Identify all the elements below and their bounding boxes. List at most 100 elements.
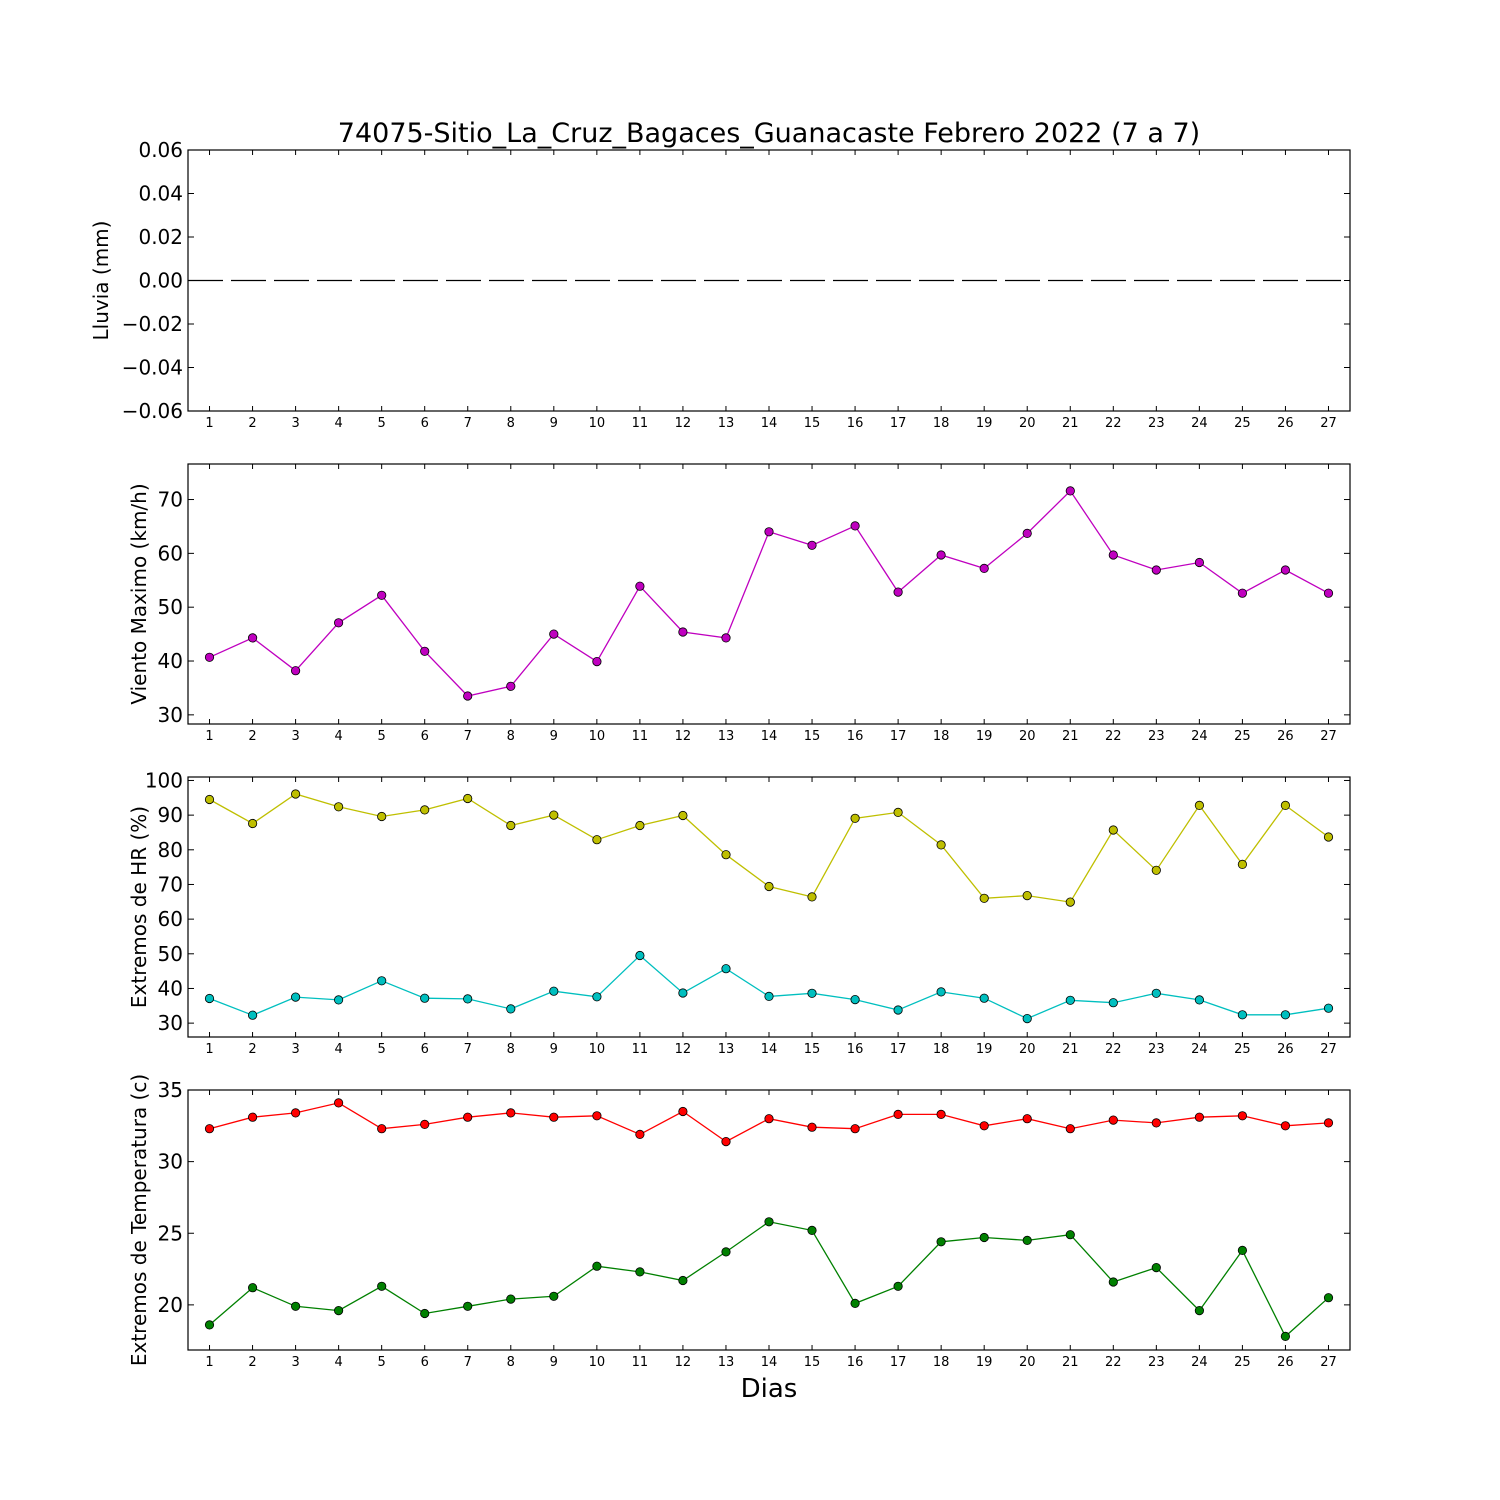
y-tick-label: 0.02 [138, 225, 183, 249]
data-point [936, 987, 946, 997]
y-tick-label: 30 [158, 1011, 183, 1035]
data-point [204, 1124, 215, 1134]
data-point [506, 1004, 516, 1014]
x-tick-label: 24 [1191, 729, 1208, 744]
x-tick-label: 5 [378, 729, 386, 744]
x-tick-label: 10 [589, 416, 606, 431]
x-tick-label: 2 [248, 1042, 256, 1057]
y-tick-label: 25 [158, 1221, 183, 1245]
data-point [1323, 1293, 1334, 1303]
data-point [592, 992, 602, 1002]
data-point [936, 1237, 946, 1247]
data-point [1108, 550, 1118, 560]
x-tick-label: 8 [507, 1355, 515, 1370]
y-tick-label: 40 [158, 649, 183, 673]
data-point [549, 629, 559, 639]
x-tick-label: 6 [421, 1355, 429, 1370]
y-tick-label: 30 [158, 703, 183, 727]
data-point [764, 527, 774, 537]
x-tick-label: 14 [761, 1042, 778, 1057]
data-point [1108, 1277, 1118, 1287]
x-tick-label: 22 [1105, 729, 1122, 744]
x-tick-label: 15 [804, 416, 821, 431]
x-tick-label: 26 [1277, 1042, 1294, 1057]
data-point [850, 1124, 860, 1134]
x-tick-label: 16 [847, 416, 864, 431]
x-tick-label: 22 [1105, 1042, 1122, 1057]
x-tick-label: 27 [1320, 416, 1337, 431]
y-tick-label: 30 [158, 1150, 183, 1174]
x-tick-label: 23 [1148, 1042, 1165, 1057]
data-point [678, 1275, 688, 1286]
data-point [893, 807, 903, 818]
data-point [979, 563, 989, 574]
x-tick-label: 4 [334, 1042, 342, 1057]
y-tick-label: 50 [158, 595, 183, 619]
x-tick-label: 3 [291, 729, 299, 744]
humidity-panel: 1 2 3 4 5 6 7 8 9 10 11 12 13 14 15 16 17 18 19 20 21 22 23 24 2… [127, 768, 1351, 1057]
x-tick-label: 27 [1320, 1042, 1337, 1057]
x-tick-label: 19 [976, 729, 993, 744]
data-point [936, 1109, 946, 1120]
data-point [420, 805, 430, 815]
y-tick-label: 0.00 [138, 269, 183, 293]
data-point [420, 1119, 430, 1130]
x-tick-label: 7 [464, 1355, 472, 1370]
x-tick-label: 1 [205, 1355, 213, 1370]
x-tick-label: 18 [933, 1042, 950, 1057]
data-point [420, 646, 430, 656]
x-axis-label: Dias [741, 1374, 798, 1404]
data-point [290, 1108, 301, 1118]
x-tick-label: 20 [1019, 1355, 1036, 1370]
data-point [506, 681, 516, 691]
data-point [549, 1291, 559, 1301]
data-point [1151, 1118, 1161, 1128]
y-tick-label: 50 [158, 942, 183, 966]
y-tick-label: 20 [158, 1293, 183, 1317]
data-point [290, 789, 301, 799]
series-line [209, 954, 1329, 1020]
data-point [1323, 588, 1334, 598]
x-tick-label: 16 [847, 729, 864, 744]
data-point [1280, 1331, 1291, 1342]
y-tick-label: 60 [158, 907, 183, 931]
data-point [204, 1320, 215, 1330]
x-tick-label: 26 [1277, 1355, 1294, 1370]
data-point [721, 1247, 731, 1257]
data-point [1022, 1235, 1032, 1246]
x-tick-label: 8 [507, 1042, 515, 1057]
y-tick-label: 70 [158, 488, 183, 512]
data-point [764, 991, 774, 1002]
x-tick-label: 8 [507, 729, 515, 744]
data-point [592, 1111, 602, 1121]
x-tick-label: 11 [632, 1355, 649, 1370]
data-point [1022, 1013, 1032, 1024]
data-point [1022, 1114, 1032, 1124]
data-point [1022, 890, 1032, 901]
x-tick-label: 21 [1062, 1355, 1079, 1370]
data-point [807, 1122, 817, 1132]
x-tick-label: 3 [291, 1042, 299, 1057]
y-tick-label: 40 [158, 976, 183, 1000]
wind-max-series [204, 486, 1334, 701]
data-point [1237, 588, 1248, 598]
data-point [1194, 557, 1205, 568]
x-tick-label: 20 [1019, 1042, 1036, 1057]
series-line [209, 1221, 1329, 1338]
data-point [1237, 859, 1248, 870]
panels: 1 2 3 4 5 6 7 8 9 10 11 12 13 14 15 16 17 18 19 20 21 22 23 24 2… [89, 138, 1351, 1370]
data-point [979, 1232, 989, 1243]
data-point [1237, 1245, 1248, 1256]
y-axis-label: Extremos de Temperatura (c) [127, 1074, 151, 1366]
x-tick-label: 18 [933, 1355, 950, 1370]
x-tick-label: 26 [1277, 729, 1294, 744]
x-tick-label: 12 [675, 1042, 692, 1057]
x-tick-label: 11 [632, 416, 649, 431]
data-point [893, 587, 903, 597]
x-tick-label: 13 [718, 729, 735, 744]
x-tick-label: 20 [1019, 416, 1036, 431]
data-point [850, 994, 860, 1005]
x-tick-label: 13 [718, 1355, 735, 1370]
data-point [506, 1108, 516, 1118]
